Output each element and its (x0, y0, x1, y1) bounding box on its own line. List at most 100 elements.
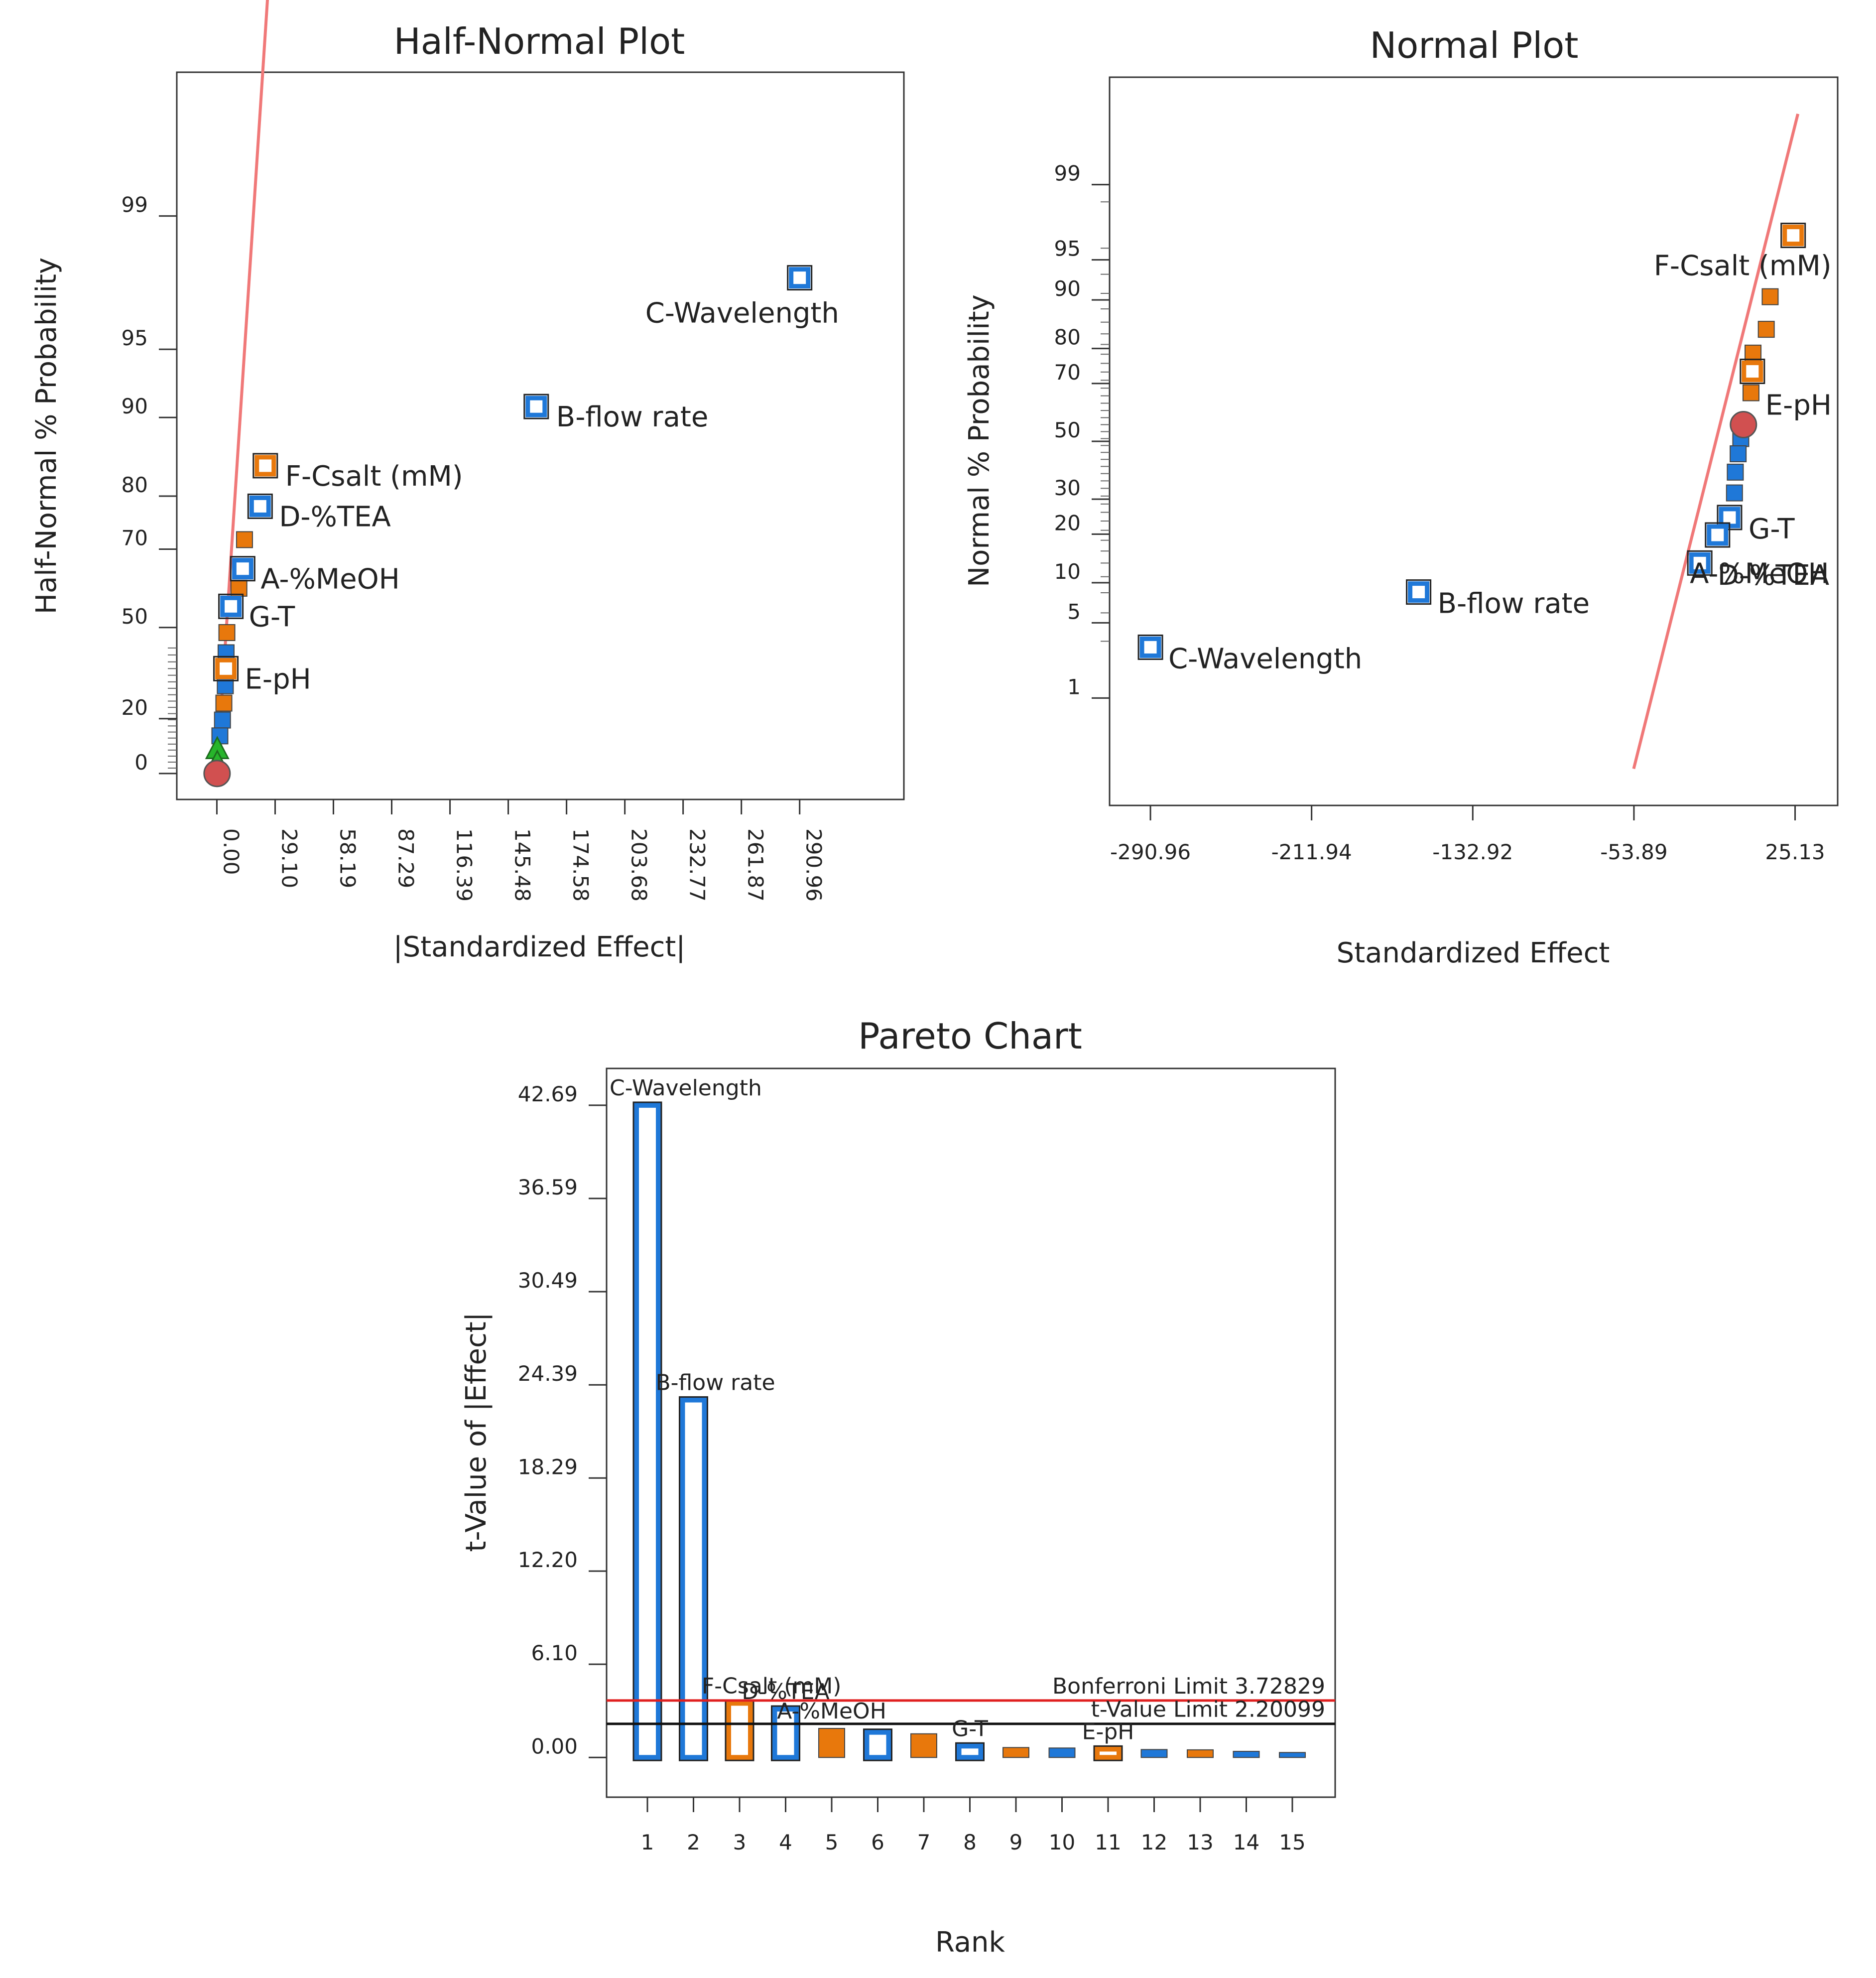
x-tick-label-174-58: 174.58 (569, 828, 593, 902)
label-b-flow-rate: B-flow rate (556, 401, 709, 433)
pareto-bar-labels: C-Wavelength B-flow rate F-Csalt (mM)D-%TE… (610, 1075, 1134, 1744)
bar-rank-4 (772, 1707, 799, 1760)
point-c-wavelength (1139, 636, 1161, 658)
half-normal-points: C-Wavelength B-flow rate F-Csalt (mM) D-%TE… (203, 265, 839, 788)
y-tick-label-50: 50 (122, 604, 148, 629)
point-f-csalt-mm (254, 455, 276, 477)
pareto-title: Pareto Chart (858, 1015, 1082, 1057)
y-tick-label-50: 50 (1054, 418, 1081, 442)
label-a-meoh: A-%MeOH (260, 563, 399, 596)
x-tick-label-10: 10 (1049, 1830, 1075, 1854)
x-tick-label-3: 3 (733, 1830, 747, 1854)
bar-rank-14 (1233, 1750, 1260, 1758)
pareto-y-label: t-Value of |Effect| (460, 1312, 493, 1552)
bar-rank-7 (910, 1733, 937, 1758)
x-tick-label-290-96: -290.96 (1110, 840, 1191, 864)
point-d-tea (249, 495, 271, 517)
bar-label-d-tea: D-%TEA (742, 1679, 829, 1705)
y-tick-label-12-20: 12.20 (518, 1548, 578, 1572)
half-normal-x-axis: 0.00 29.10 58.19 87.29 116.39 145.48 174.58 203… (216, 799, 826, 902)
point-b-flow-rate (1408, 581, 1430, 603)
bar-outline-rank-6 (863, 1728, 892, 1761)
x-tick-label-145-48: 145.48 (510, 828, 535, 902)
x-tick-label-5: 5 (825, 1830, 839, 1854)
point-g-t (220, 595, 242, 617)
effect-point-4-outline (1740, 359, 1765, 385)
bar-label-b-flow-rate: B-flow rate (656, 1370, 775, 1396)
bar-rank-6 (864, 1729, 891, 1760)
pareto-bars (632, 1101, 1306, 1761)
point-a-meoh-outline (230, 556, 255, 582)
point-e-ph (215, 658, 237, 679)
x-tick-label-1: 1 (641, 1830, 654, 1854)
limit-label-t-value-limit-2-20099: t-Value Limit 2.20099 (1091, 1697, 1325, 1722)
effect-point-1 (236, 531, 253, 548)
label-d-tea: D-%TEA (279, 501, 390, 533)
bar-label-e-ph: E-pH (1082, 1719, 1134, 1744)
point-f-csalt-mm-outline (252, 453, 278, 479)
y-tick-label-30-49: 30.49 (518, 1268, 578, 1293)
x-tick-label-4: 4 (779, 1830, 792, 1854)
effect-point-7 (1730, 445, 1747, 463)
x-tick-label-211-94: -211.94 (1271, 840, 1352, 864)
pareto-y-axis: 0.00 6.10 12.20 18.29 24.39 30.49 36.59 42.69 (518, 1082, 607, 1758)
effect-point-5 (1742, 384, 1759, 401)
reference-line (1632, 113, 1800, 770)
x-tick-label-13: 13 (1187, 1830, 1213, 1854)
point-b-flow-rate (525, 396, 547, 417)
effect-point-4 (1742, 361, 1763, 383)
label-b-flow-rate: B-flow rate (1438, 588, 1590, 620)
half-normal-plot: Half-Normal Plot 0 20 50 70 80 90 95 99 0.00 29.… (30, 0, 905, 963)
x-tick-label-25-13: 25.13 (1765, 840, 1825, 864)
label-g-t: G-T (1749, 513, 1795, 545)
bar-label-g-t: G-T (952, 1716, 988, 1741)
half-normal-title: Half-Normal Plot (394, 20, 685, 62)
pareto-frame (606, 1067, 1336, 1798)
x-tick-label-232-77: 232.77 (685, 828, 710, 902)
normal-x-label: Standardized Effect (1337, 937, 1610, 969)
half-normal-y-label: Half-Normal % Probability (30, 258, 63, 614)
bar-label-f-csalt-mm: F-Csalt (mM) (702, 1673, 841, 1699)
y-tick-label-30: 30 (1054, 476, 1081, 500)
y-tick-label-99: 99 (1054, 161, 1081, 186)
point-d-tea-outline (1705, 522, 1731, 548)
x-tick-label-29-10: 29.10 (277, 828, 301, 888)
x-tick-label-261-87: 261.87 (744, 828, 768, 902)
x-tick-label-11: 11 (1095, 1830, 1121, 1854)
bar-outline-rank-11 (1093, 1745, 1123, 1761)
point-c-wavelength-outline (787, 265, 813, 291)
bar-rank-2 (680, 1397, 707, 1760)
bar-outline-rank-1 (632, 1101, 662, 1761)
normal-plot: Normal Plot 1 5 10 20 30 50 70 80 90 95 99 -290.96… (963, 24, 1839, 969)
x-tick-label-116-39: 116.39 (452, 828, 477, 902)
bar-rank-15 (1279, 1752, 1306, 1758)
normal-x-axis: -290.96 -211.94 -132.92 -53.89 25.13 (1110, 805, 1825, 864)
normal-reference-line (1632, 113, 1800, 770)
effect-point-6 (215, 694, 233, 712)
effect-point-3 (218, 624, 236, 641)
x-tick-label-203-68: 203.68 (627, 828, 651, 902)
label-c-wavelength: C-Wavelength (1168, 643, 1362, 675)
x-tick-label-53-89: -53.89 (1600, 840, 1667, 864)
bar-outline-rank-4 (771, 1705, 800, 1761)
y-tick-label-36-59: 36.59 (518, 1175, 578, 1199)
bar-rank-3 (726, 1701, 753, 1760)
label-d-tea: D-%TEA (1718, 559, 1829, 592)
x-tick-label-87-29: 87.29 (394, 828, 418, 888)
point-f-csalt-mm-outline (1780, 223, 1806, 249)
label-e-ph: E-pH (245, 663, 311, 695)
point-a-meoh (232, 558, 253, 580)
bar-outline-rank-2 (679, 1396, 708, 1761)
x-tick-label-7: 7 (917, 1830, 931, 1854)
y-tick-label-5: 5 (1067, 599, 1081, 624)
label-f-csalt-mm: F-Csalt (mM) (285, 460, 463, 493)
pareto-chart: Pareto Chart 0.00 6.10 12.20 18.29 24.39 30.4… (460, 1015, 1336, 1959)
limit-label-bonferroni-limit-3-72829: Bonferroni Limit 3.72829 (1052, 1674, 1325, 1699)
x-tick-label-14: 14 (1233, 1830, 1259, 1854)
y-tick-label-80: 80 (122, 473, 148, 497)
y-tick-label-10: 10 (1054, 559, 1081, 584)
